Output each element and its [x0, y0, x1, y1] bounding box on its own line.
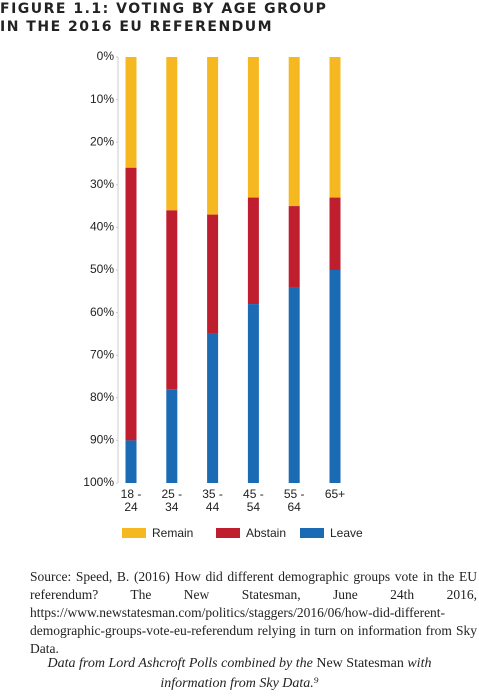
chart-title: FIGURE 1.1: VOTING BY AGE GROUP IN THE 2… — [0, 0, 327, 36]
y-tick-label: 100% — [83, 475, 114, 489]
bar-segment — [247, 304, 259, 483]
x-tick-label: 65+ — [324, 487, 346, 501]
y-tick-label: 30% — [90, 177, 114, 191]
y-tick-label: 10% — [90, 92, 114, 106]
bar-segment — [207, 57, 219, 215]
y-tick-label: 50% — [90, 262, 114, 276]
y-tick-label: 0% — [97, 49, 115, 63]
legend-label: Leave — [330, 526, 363, 540]
bar-segment — [166, 57, 178, 211]
legend-swatch — [122, 528, 146, 538]
bar-segment — [125, 167, 137, 441]
x-tick-label: 45 - 54 — [243, 487, 264, 514]
bar-segment — [166, 210, 178, 390]
x-tick-label: 18 - 24 — [120, 487, 142, 514]
y-tick-label: 70% — [90, 347, 114, 361]
x-tick-label: 25 - 34 — [161, 487, 183, 514]
bar-segment — [125, 440, 137, 483]
bar-segment — [207, 333, 219, 483]
bar-segment — [288, 57, 300, 207]
source-note: Source: Speed, B. (2016) How did differe… — [30, 569, 477, 656]
caption-text: with information from Sky Data.⁹ — [160, 656, 432, 691]
bar-segment — [329, 270, 341, 483]
legend-swatch — [216, 528, 240, 538]
bar-segment — [288, 287, 300, 483]
bar-segment — [247, 57, 259, 198]
y-tick-label: 80% — [90, 390, 114, 404]
x-tick-label: 35 - 44 — [202, 487, 223, 514]
bar-segment — [329, 57, 341, 198]
bar-segment — [329, 197, 341, 270]
y-tick-label: 90% — [90, 433, 114, 447]
bar-segment — [247, 197, 259, 305]
y-tick-label: 40% — [90, 220, 114, 234]
y-tick-label: 60% — [90, 305, 114, 319]
bar-segment — [288, 206, 300, 288]
y-tick-label: 20% — [90, 134, 114, 148]
bar-segment — [125, 57, 137, 168]
x-tick-label: 55 - 64 — [283, 487, 305, 514]
legend-swatch — [300, 528, 324, 538]
title-line: IN THE 2016 EU REFERENDUM — [0, 19, 274, 35]
caption: Data from Lord Ashcroft Polls combined b… — [30, 654, 449, 694]
caption-text: Data from Lord Ashcroft Polls combined b… — [47, 656, 317, 671]
caption-text: New Statesman — [316, 656, 404, 671]
legend-label: Remain — [152, 526, 193, 540]
legend-label: Abstain — [246, 526, 286, 540]
title-line: FIGURE 1.1: VOTING BY AGE GROUP — [0, 1, 328, 17]
bar-segment — [207, 214, 219, 334]
chart: 0% 10% 20% 30% 40% 50% 60% 70% 80% 90% 100% Remain A… — [83, 49, 363, 540]
bar-segment — [166, 389, 178, 483]
